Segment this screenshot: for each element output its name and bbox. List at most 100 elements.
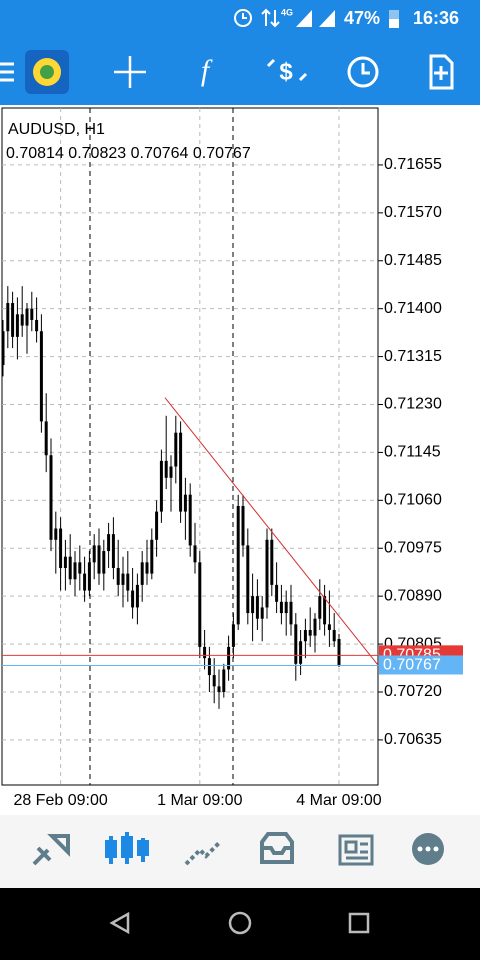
candle-body [73,562,77,580]
candle-body [54,528,58,540]
candle-body [25,308,29,326]
candle-body [222,669,226,692]
trade[interactable]: $ [279,58,293,85]
nav-bar [0,888,480,960]
home[interactable] [228,911,252,935]
y-tick-label: 0.71060 [384,492,442,509]
candle-body [327,624,331,630]
candle-body [193,545,197,563]
timeframe[interactable] [347,56,379,88]
candle-body [107,534,111,552]
x-tick-label: 1 Mar 09:00 [157,792,242,809]
candle-body [111,534,115,568]
y-tick-label: 0.71655 [384,156,442,173]
candle-body [227,646,231,670]
charts[interactable] [105,832,149,864]
candle-body [131,590,135,608]
crosshair[interactable] [114,56,146,88]
candle-body [20,314,24,326]
candle-body [102,551,106,574]
candle-body [323,596,327,625]
candle-body [63,556,67,568]
candle-body [174,432,178,467]
high: 0.70823 [68,145,126,162]
candle-body [289,601,293,625]
candle-body [260,607,264,619]
candle-body [83,573,87,591]
news[interactable] [338,834,374,866]
history[interactable] [260,832,294,864]
bid-tag [379,655,463,675]
y-tick-label: 0.71570 [384,204,442,221]
y-tick-label: 0.70975 [384,539,442,556]
candle-body [59,528,63,568]
clock: 16:36 [413,8,459,28]
x-tick-label: 4 Mar 09:00 [296,792,381,809]
signal [296,10,335,27]
bid-label: 0.70767 [383,657,441,674]
candle-body [265,539,269,608]
y-tick-label: 0.71400 [384,300,442,317]
candle-body [246,545,250,614]
y-tick-label: 0.70635 [384,731,442,748]
low: 0.70764 [131,145,189,162]
candle-body [87,562,91,591]
candle-body [6,303,10,332]
x-tick-label: 28 Feb 09:00 [13,792,107,809]
trade-tab[interactable] [184,840,222,866]
symbol: AUDUSD, H1 [8,121,105,138]
new-order[interactable] [429,54,454,90]
ohlc: 0.70814 0.70823 0.70764 0.70767 [6,145,251,162]
candle-body [92,545,96,563]
candle-body [212,675,216,687]
candle-body [116,567,120,585]
candle-body [49,455,53,540]
candle-body [241,505,245,546]
chart: 0.71655 0.71570 0.71485 0.71400 0.71315 0.712… [1,108,463,809]
candle-body [337,639,341,666]
candle-body [332,629,336,642]
status-icons [234,8,280,28]
candle-body [145,562,149,574]
chart-frame [1,107,379,786]
candle-body [126,573,130,591]
y-tick-label: 0.70720 [384,683,442,700]
candle-body [284,601,288,614]
candle-body [78,562,82,574]
candle-body [11,303,15,337]
candle-body [140,562,144,585]
menu[interactable] [0,62,14,82]
y-tick-label: 0.71145 [384,444,441,461]
network: 4G [281,7,293,17]
candle-body [35,319,39,332]
battery-level [389,19,399,28]
candle-body [270,539,274,585]
candle-body [15,314,19,337]
candle-body [169,466,173,478]
candle-body [164,460,168,478]
candle-body [251,596,255,614]
candle-body [1,331,5,366]
candle-body [198,562,202,647]
candle-body [159,460,163,512]
candle-body [44,421,48,456]
candle-body [318,596,322,619]
candle-body [135,584,139,608]
candle-body [299,641,303,664]
candle-body [308,629,312,636]
candle-body [150,539,154,574]
candle-body [279,601,283,614]
back[interactable] [109,911,130,935]
open: 0.70814 [6,145,64,162]
recents[interactable] [348,912,370,934]
y-tick-label: 0.71315 [384,348,442,365]
close: 0.70767 [193,145,251,162]
candle-body [294,624,298,664]
quotes[interactable] [32,834,70,866]
candle-body [155,511,159,540]
trend-line [164,397,379,666]
candle-body [68,556,72,580]
candle-body [203,646,207,659]
